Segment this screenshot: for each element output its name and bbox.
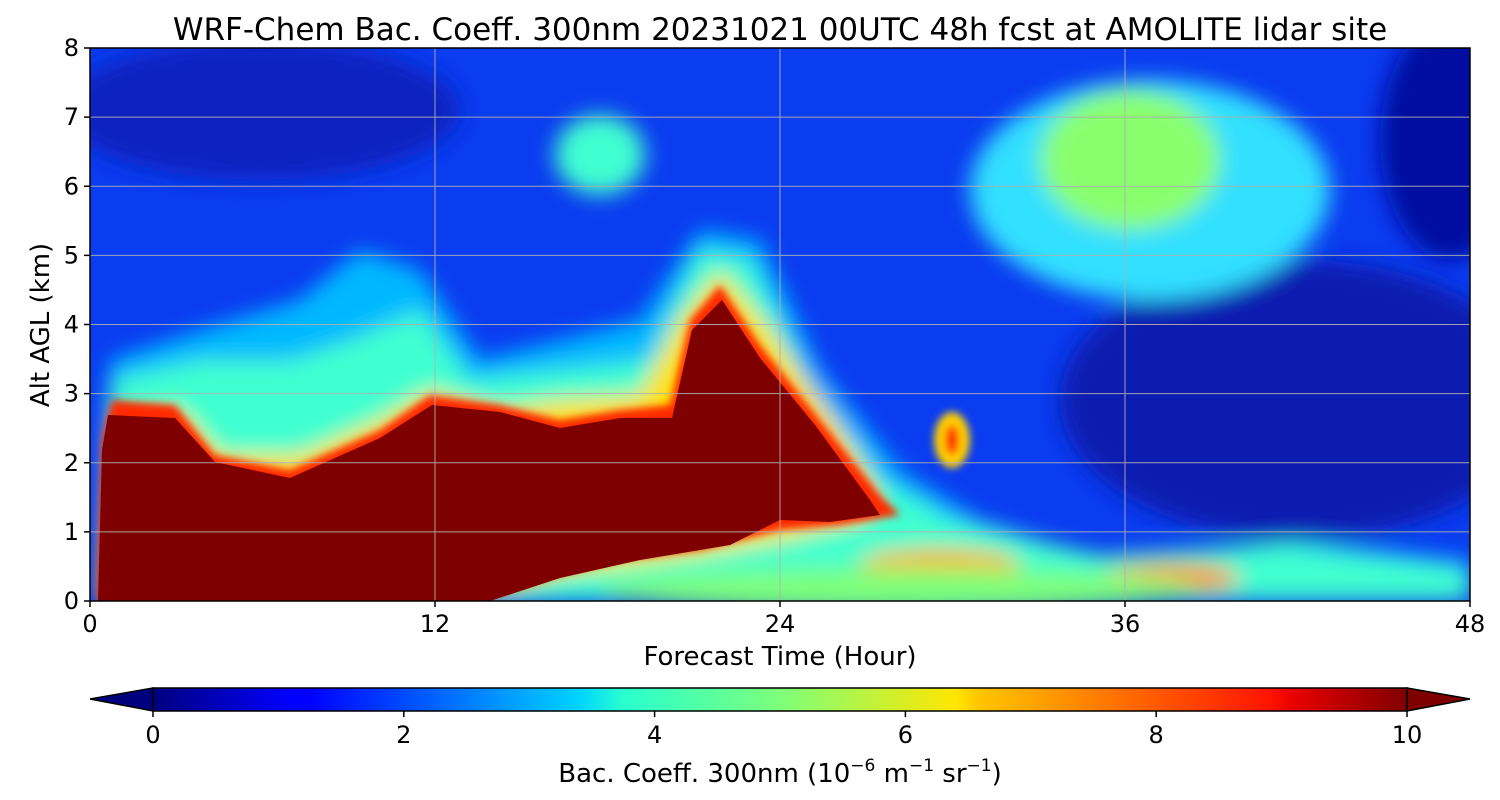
colorbar-ticks: 0 2 4 6 8 10 xyxy=(145,711,1422,749)
x-tick-label: 0 xyxy=(82,610,97,638)
chart-title: WRF-Chem Bac. Coeff. 300nm 20231021 00UT… xyxy=(173,12,1387,48)
colorbar-tick-label: 10 xyxy=(1392,721,1423,749)
x-tick-label: 36 xyxy=(1110,610,1141,638)
colorbar: 0 2 4 6 8 10 Bac. Coeff. 300nm (10−6 m−1 sr−1… xyxy=(89,687,1471,789)
small-upper-blob xyxy=(555,115,645,195)
colorbar-tick-label: 8 xyxy=(1149,721,1164,749)
low-value-region xyxy=(1380,48,1470,260)
x-axis-label: Forecast Time (Hour) xyxy=(643,642,916,672)
colorbar-tick-label: 4 xyxy=(647,721,662,749)
colorbar-extend-high xyxy=(1406,687,1471,712)
x-tick-label: 48 xyxy=(1455,610,1486,638)
colorbar-label: Bac. Coeff. 300nm (10−6 m−1 sr−1) xyxy=(558,756,1001,789)
surface-green-band xyxy=(600,568,1200,601)
x-axis: 0 12 24 36 48 xyxy=(82,601,1485,638)
colorbar-tick-label: 6 xyxy=(898,721,913,749)
low-value-region xyxy=(1060,260,1470,540)
isolated-blob-core xyxy=(945,425,959,455)
grid xyxy=(90,48,1470,601)
colorbar-tick-label: 2 xyxy=(396,721,411,749)
low-value-region xyxy=(90,48,460,180)
y-tick-label: 2 xyxy=(64,449,79,477)
colorbar-extend-low xyxy=(89,687,154,712)
x-tick-label: 12 xyxy=(420,610,451,638)
y-tick-label: 7 xyxy=(64,103,79,131)
colorbar-gradient xyxy=(152,687,1408,712)
colorbar-tick-label: 0 xyxy=(145,721,160,749)
aerosol-max-region xyxy=(98,300,880,601)
y-axis-label: Alt AGL (km) xyxy=(26,243,56,407)
y-tick-label: 4 xyxy=(64,311,79,339)
y-tick-label: 8 xyxy=(64,34,79,62)
y-tick-label: 6 xyxy=(64,172,79,200)
heatmap-field xyxy=(90,48,1470,601)
y-tick-label: 1 xyxy=(64,518,79,546)
y-tick-label: 3 xyxy=(64,380,79,408)
x-tick-label: 24 xyxy=(765,610,796,638)
y-axis: 0 1 2 3 4 5 6 7 8 xyxy=(64,34,90,615)
y-tick-label: 0 xyxy=(64,587,79,615)
y-tick-label: 5 xyxy=(64,241,79,269)
upper-level-core xyxy=(1040,90,1220,230)
